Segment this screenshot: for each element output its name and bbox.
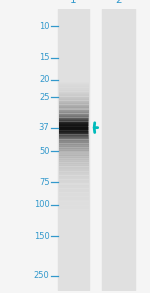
Text: 1: 1 xyxy=(70,0,77,5)
Text: 100: 100 xyxy=(34,200,50,209)
Text: 25: 25 xyxy=(39,93,50,102)
Text: 250: 250 xyxy=(34,271,50,280)
Text: 15: 15 xyxy=(39,53,50,62)
Text: 50: 50 xyxy=(39,146,50,156)
Text: 20: 20 xyxy=(39,75,50,84)
Text: 75: 75 xyxy=(39,178,50,187)
Text: 10: 10 xyxy=(39,22,50,30)
Text: 37: 37 xyxy=(39,123,50,132)
Text: 150: 150 xyxy=(34,232,50,241)
Text: 2: 2 xyxy=(115,0,122,5)
